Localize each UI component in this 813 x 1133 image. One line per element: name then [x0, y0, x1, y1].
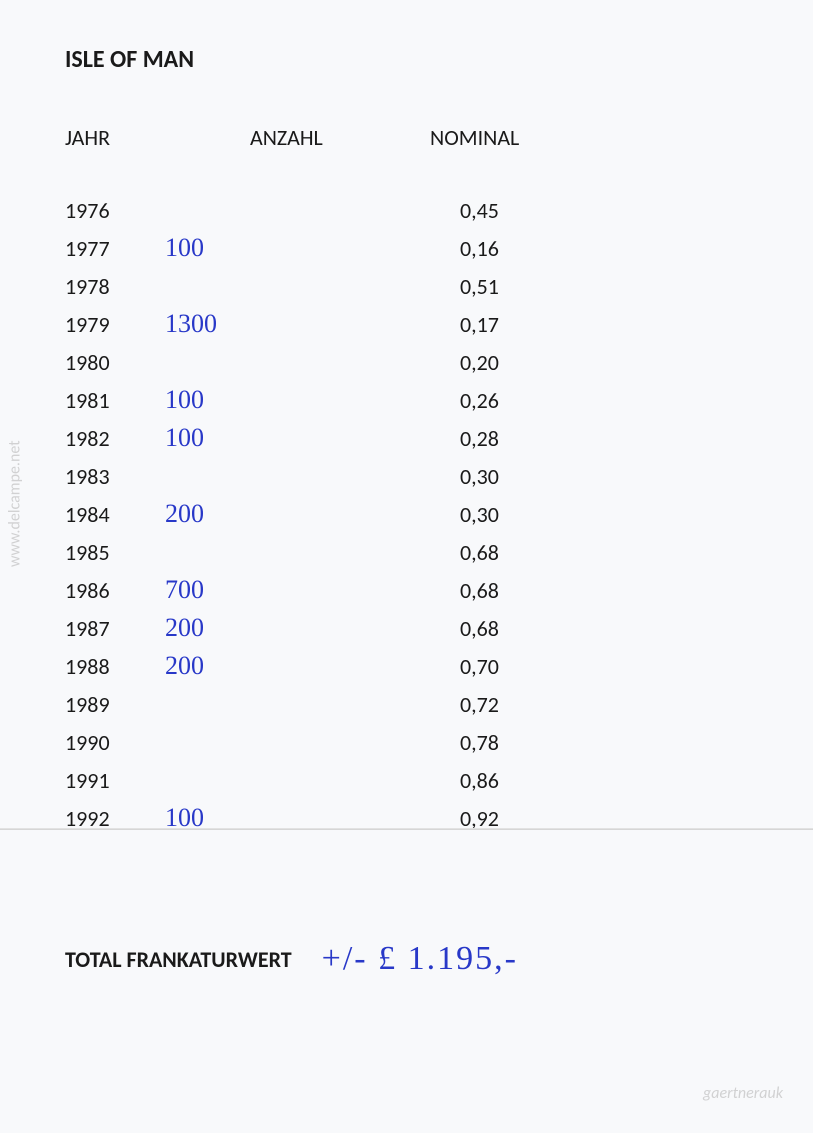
cell-jahr: 1981 — [65, 387, 155, 414]
cell-nominal: 0,45 — [395, 197, 595, 224]
cell-jahr: 1985 — [65, 539, 155, 566]
table-row: 19771000,16 — [65, 229, 748, 267]
cell-jahr: 1982 — [65, 425, 155, 452]
data-table: JAHR ANZAHL NOMINAL 19760,4519771000,161… — [65, 124, 748, 837]
page-title: ISLE OF MAN — [65, 45, 748, 74]
table-row: 1989 0,72 — [65, 685, 748, 723]
table-row: 19872000,68 — [65, 609, 748, 647]
cell-anzahl-handwritten: 700 — [155, 575, 395, 605]
cell-nominal: 0,68 — [395, 539, 595, 566]
cell-nominal: 0,86 — [395, 767, 595, 794]
cell-anzahl-handwritten: 200 — [155, 651, 395, 681]
cell-nominal: 0,28 — [395, 425, 595, 452]
cell-jahr: 1983 — [65, 463, 155, 490]
cell-jahr: 1987 — [65, 615, 155, 642]
watermark-right: gaertnerauk — [703, 1084, 783, 1103]
cell-jahr: 1986 — [65, 577, 155, 604]
cell-anzahl-handwritten: 1300 — [155, 309, 395, 339]
table-row: 1980 0,20 — [65, 343, 748, 381]
cell-nominal: 0,51 — [395, 273, 595, 300]
table-row: 19842000,30 — [65, 495, 748, 533]
table-row: 19811000,26 — [65, 381, 748, 419]
cell-jahr: 1978 — [65, 273, 155, 300]
total-label: TOTAL FRANKATURWERT — [65, 946, 292, 973]
table-row: 19882000,70 — [65, 647, 748, 685]
table-row: 1976 0,45 — [65, 191, 748, 229]
paper-fold-line — [0, 828, 813, 830]
table-row: 19867000,68 — [65, 571, 748, 609]
cell-jahr: 1991 — [65, 767, 155, 794]
table-row: 1978 0,51 — [65, 267, 748, 305]
cell-jahr: 1984 — [65, 501, 155, 528]
table-row: 1990 0,78 — [65, 723, 748, 761]
cell-jahr: 1990 — [65, 729, 155, 756]
cell-anzahl-handwritten: 200 — [155, 499, 395, 529]
cell-nominal: 0,78 — [395, 729, 595, 756]
table-row: 19821000,28 — [65, 419, 748, 457]
cell-jahr: 1980 — [65, 349, 155, 376]
table-body: 19760,4519771000,1619780,51197913000,171… — [65, 191, 748, 837]
cell-nominal: 0,16 — [395, 235, 595, 262]
watermark-left: www.delcampe.net — [6, 440, 25, 567]
table-header: JAHR ANZAHL NOMINAL — [65, 124, 748, 151]
column-header-anzahl: ANZAHL — [155, 124, 395, 151]
cell-nominal: 0,17 — [395, 311, 595, 338]
table-row: 1991 0,86 — [65, 761, 748, 799]
cell-nominal: 0,20 — [395, 349, 595, 376]
cell-anzahl-handwritten: 200 — [155, 613, 395, 643]
cell-jahr: 1989 — [65, 691, 155, 718]
cell-jahr: 1977 — [65, 235, 155, 262]
cell-jahr: 1988 — [65, 653, 155, 680]
column-header-nominal: NOMINAL — [395, 124, 595, 151]
cell-nominal: 0,68 — [395, 577, 595, 604]
table-row: 197913000,17 — [65, 305, 748, 343]
cell-nominal: 0,72 — [395, 691, 595, 718]
cell-nominal: 0,30 — [395, 463, 595, 490]
column-header-jahr: JAHR — [65, 124, 155, 151]
cell-nominal: 0,30 — [395, 501, 595, 528]
table-row: 19921000,92 — [65, 799, 748, 837]
table-row: 1983 0,30 — [65, 457, 748, 495]
cell-jahr: 1976 — [65, 197, 155, 224]
total-section: TOTAL FRANKATURWERT +/- £ 1.195,- — [65, 940, 518, 978]
cell-anzahl-handwritten: 100 — [155, 423, 395, 453]
cell-jahr: 1979 — [65, 311, 155, 338]
cell-nominal: 0,68 — [395, 615, 595, 642]
cell-anzahl-handwritten: 100 — [155, 385, 395, 415]
cell-nominal: 0,70 — [395, 653, 595, 680]
total-value-handwritten: +/- £ 1.195,- — [322, 940, 518, 978]
cell-nominal: 0,26 — [395, 387, 595, 414]
table-row: 1985 0,68 — [65, 533, 748, 571]
cell-anzahl-handwritten: 100 — [155, 233, 395, 263]
